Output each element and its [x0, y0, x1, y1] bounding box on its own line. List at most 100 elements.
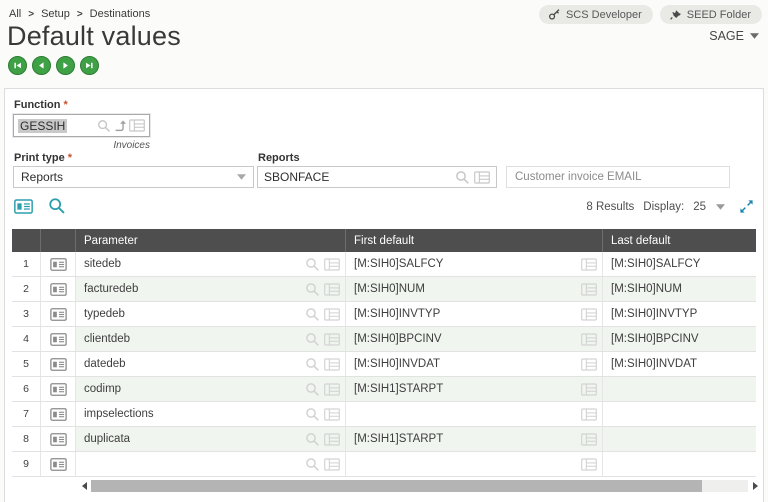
user-badge[interactable]: SCS Developer [538, 5, 653, 24]
selection-grid-icon[interactable] [581, 283, 597, 296]
selection-grid-icon[interactable] [581, 433, 597, 446]
first-default-value: [M:SIH1]STARPT [354, 433, 444, 445]
first-default-cell[interactable] [345, 402, 602, 426]
print-type-select[interactable]: Reports [13, 166, 254, 188]
last-default-cell[interactable] [602, 377, 756, 401]
last-default-cell[interactable]: [M:SIH0]INVTYP [602, 302, 756, 326]
search-icon[interactable] [48, 197, 66, 215]
selection-grid-icon[interactable] [324, 258, 340, 271]
lookup-icon[interactable] [305, 432, 320, 447]
parameter-cell[interactable]: clientdeb [75, 327, 345, 351]
selection-grid-icon[interactable] [324, 333, 340, 346]
lookup-icon[interactable] [305, 407, 320, 422]
scroll-right-button[interactable] [750, 480, 760, 492]
selection-grid-icon[interactable] [581, 333, 597, 346]
first-default-cell[interactable] [345, 452, 602, 476]
row-detail-button[interactable] [40, 402, 75, 426]
lookup-icon[interactable] [305, 282, 320, 297]
scroll-left-button[interactable] [79, 480, 89, 492]
last-record-button[interactable] [80, 56, 99, 75]
breadcrumb-item-setup[interactable]: Setup [41, 8, 70, 20]
row-detail-button[interactable] [40, 302, 75, 326]
first-default-cell[interactable]: [M:SIH0]SALFCY [345, 252, 602, 276]
header-first-default[interactable]: First default [345, 229, 602, 252]
last-default-cell[interactable] [602, 452, 756, 476]
header-last-default[interactable]: Last default [602, 229, 756, 252]
last-default-cell[interactable] [602, 402, 756, 426]
parameter-cell[interactable]: impselections [75, 402, 345, 426]
last-default-value: [M:SIH0]BPCINV [611, 333, 699, 345]
first-default-cell[interactable]: [M:SIH0]INVDAT [345, 352, 602, 376]
first-record-button[interactable] [8, 56, 27, 75]
lookup-icon[interactable] [305, 307, 320, 322]
selection-grid-icon[interactable] [581, 383, 597, 396]
breadcrumb-item-destinations[interactable]: Destinations [89, 8, 151, 20]
first-default-cell[interactable]: [M:SIH0]INVTYP [345, 302, 602, 326]
chevron-down-icon[interactable] [716, 204, 725, 210]
lookup-icon[interactable] [305, 332, 320, 347]
grid-view-icon[interactable] [14, 199, 33, 214]
last-default-value: [M:SIH0]INVTYP [611, 308, 698, 320]
lookup-icon[interactable] [455, 170, 470, 185]
breadcrumb-separator: > [76, 8, 83, 20]
row-detail-button[interactable] [40, 427, 75, 451]
parameter-cell[interactable]: codimp [75, 377, 345, 401]
selection-grid-icon[interactable] [324, 383, 340, 396]
row-detail-button[interactable] [40, 377, 75, 401]
first-default-cell[interactable]: [M:SIH1]STARPT [345, 427, 602, 451]
selection-grid-icon[interactable] [581, 358, 597, 371]
first-default-cell[interactable]: [M:SIH1]STARPT [345, 377, 602, 401]
reports-input[interactable]: SBONFACE [257, 166, 497, 188]
lookup-icon[interactable] [305, 357, 320, 372]
display-page-size[interactable]: 25 [693, 200, 706, 213]
expand-grid-icon[interactable] [739, 199, 754, 214]
row-detail-button[interactable] [40, 252, 75, 276]
selection-grid-icon[interactable] [324, 458, 340, 471]
first-default-cell[interactable]: [M:SIH0]NUM [345, 277, 602, 301]
next-record-button[interactable] [56, 56, 75, 75]
lookup-icon[interactable] [305, 382, 320, 397]
last-default-cell[interactable]: [M:SIH0]INVDAT [602, 352, 756, 376]
folder-badge[interactable]: SEED Folder [659, 5, 762, 24]
folder-badge-label: SEED Folder [686, 8, 751, 21]
parameter-cell[interactable] [75, 452, 345, 476]
scrollbar-track[interactable] [91, 480, 748, 492]
lookup-icon[interactable] [305, 257, 320, 272]
breadcrumb-item-all[interactable]: All [9, 8, 22, 20]
selection-grid-icon[interactable] [474, 171, 490, 184]
row-detail-button[interactable] [40, 352, 75, 376]
last-default-cell[interactable]: [M:SIH0]BPCINV [602, 327, 756, 351]
selection-grid-icon[interactable] [129, 119, 145, 132]
selection-grid-icon[interactable] [581, 408, 597, 421]
goto-function-icon[interactable] [113, 119, 127, 133]
parameter-cell[interactable]: datedeb [75, 352, 345, 376]
last-default-cell[interactable]: [M:SIH0]SALFCY [602, 252, 756, 276]
selection-grid-icon[interactable] [324, 283, 340, 296]
function-input[interactable]: GESSIH [13, 114, 150, 137]
selection-grid-icon[interactable] [581, 258, 597, 271]
header-parameter[interactable]: Parameter [75, 229, 345, 252]
previous-record-button[interactable] [32, 56, 51, 75]
selection-grid-icon[interactable] [324, 308, 340, 321]
lookup-icon[interactable] [97, 119, 111, 133]
first-default-cell[interactable]: [M:SIH0]BPCINV [345, 327, 602, 351]
selection-grid-icon[interactable] [581, 308, 597, 321]
row-detail-button[interactable] [40, 277, 75, 301]
parameter-value: datedeb [84, 358, 126, 370]
endpoint-selector[interactable]: SAGE [709, 29, 759, 43]
selection-grid-icon[interactable] [324, 408, 340, 421]
parameter-cell[interactable]: facturedeb [75, 277, 345, 301]
parameter-cell[interactable]: sitedeb [75, 252, 345, 276]
row-detail-button[interactable] [40, 452, 75, 476]
row-detail-button[interactable] [40, 327, 75, 351]
selection-grid-icon[interactable] [324, 358, 340, 371]
last-default-cell[interactable]: [M:SIH0]NUM [602, 277, 756, 301]
lookup-icon[interactable] [305, 457, 320, 472]
scrollbar-thumb[interactable] [91, 480, 702, 492]
selection-grid-icon[interactable] [581, 458, 597, 471]
last-default-cell[interactable] [602, 427, 756, 451]
selection-grid-icon[interactable] [324, 433, 340, 446]
parameter-cell[interactable]: typedeb [75, 302, 345, 326]
first-record-icon [14, 62, 21, 69]
parameter-cell[interactable]: duplicata [75, 427, 345, 451]
